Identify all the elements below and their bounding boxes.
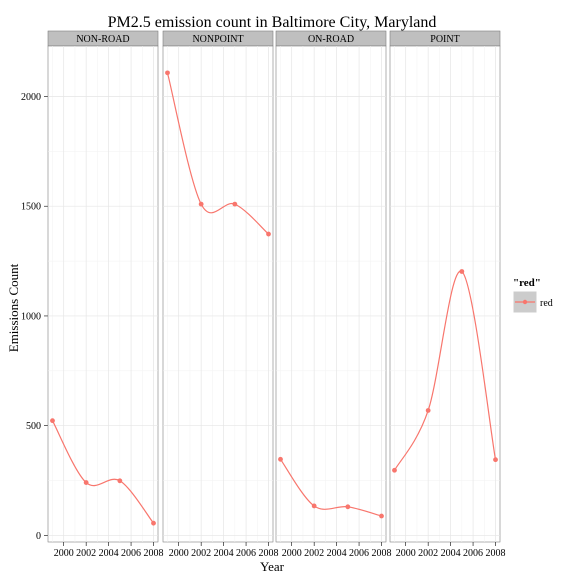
series-line [166,72,269,235]
legend: "red" red [512,277,553,314]
panel-strip-label: NONPOINT [192,34,243,45]
x-tick-label: 2004 [441,548,461,559]
data-point [278,456,283,462]
x-tick-label: 2004 [214,548,234,559]
panel-background [275,45,387,543]
data-point [379,513,384,519]
x-tick-label: 2004 [99,548,119,559]
x-tick-label: 2008 [486,548,506,559]
x-tick-label: 2008 [259,548,279,559]
data-point [50,418,55,424]
legend-title: "red" [513,277,541,289]
panel-strip-label: POINT [430,34,459,45]
data-point [425,408,431,413]
data-point [345,504,351,510]
series-line [51,420,154,524]
x-axis-title: Year [260,559,285,574]
data-point [198,201,204,207]
y-tick-label: 1000 [21,311,41,322]
x-tick-label: 2008 [372,548,392,559]
legend-label: red [540,298,553,309]
x-tick-label: 2008 [144,548,164,559]
data-point [311,503,317,509]
data-point [493,457,498,463]
legend-key-point [522,299,528,305]
x-tick-label: 2006 [349,548,369,559]
panel-background [47,45,159,543]
data-point [83,480,89,485]
x-tick-label: 2002 [191,548,211,559]
x-tick-label: 2000 [282,548,302,559]
x-tick-label: 2006 [236,548,256,559]
x-tick-label: 2002 [418,548,438,559]
y-tick-label: 500 [26,421,41,432]
x-tick-label: 2006 [121,548,141,559]
x-tick-label: 2006 [463,548,483,559]
y-tick-label: 1500 [21,202,41,213]
y-tick-label: 2000 [21,92,41,103]
y-axis-title: Emissions Count [6,263,21,352]
panel-point: POINT 2000 2002 2004 2006 2008 [389,30,506,559]
data-point [117,478,123,484]
chart-title: PM2.5 emission count in Baltimore City, … [108,14,437,31]
x-tick-label: 2000 [54,548,74,559]
x-tick-label: 2004 [327,548,347,559]
x-tick-label: 2000 [396,548,416,559]
series-line [280,458,382,517]
data-point [459,269,465,274]
panel-background [389,45,501,543]
x-tick-label: 2002 [304,548,324,559]
data-point [151,520,156,526]
data-point [165,70,170,76]
series-line [393,270,497,471]
data-point [266,231,271,237]
panel-nonpoint: NONPOINT 2000 2002 2004 2006 2008 [162,30,279,559]
data-point [392,467,397,473]
data-point [232,201,238,207]
panel-non-road: NON-ROAD 2000 2002 2004 2006 2008 [47,30,164,559]
x-tick-label: 2000 [169,548,189,559]
x-tick-label: 2002 [76,548,96,559]
panel-strip-label: NON-ROAD [76,34,129,45]
panel-on-road: ON-ROAD 2000 2002 2004 2006 2008 [275,30,392,559]
y-tick-label: 0 [36,531,41,542]
panel-background [162,45,274,543]
panel-strip-label: ON-ROAD [308,34,354,45]
